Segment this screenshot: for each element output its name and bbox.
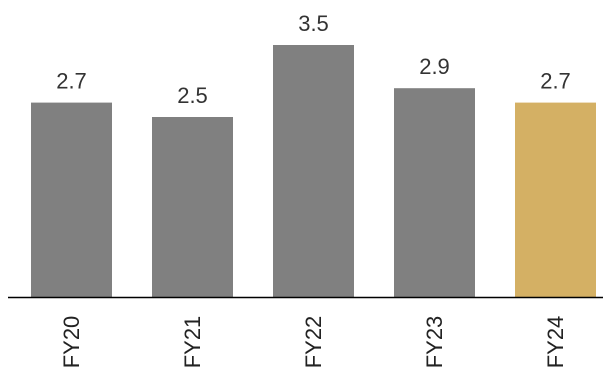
- bar-fy24: [515, 102, 596, 297]
- value-label-fy21: 2.5: [177, 83, 208, 108]
- value-label-fy20: 2.7: [56, 69, 87, 94]
- value-label-fy24: 2.7: [540, 69, 571, 94]
- tick-label-fy22: FY22: [301, 316, 326, 369]
- bar-fy22: [273, 45, 354, 297]
- value-label-fy23: 2.9: [419, 54, 450, 79]
- tick-label-fy21: FY21: [180, 316, 205, 369]
- bar-fy20: [31, 102, 112, 297]
- tick-label-fy23: FY23: [422, 316, 447, 369]
- tick-label-fy24: FY24: [543, 316, 568, 369]
- tick-label-fy20: FY20: [59, 316, 84, 369]
- bar-fy21: [152, 117, 233, 297]
- bar-fy23: [394, 88, 475, 297]
- value-label-fy22: 3.5: [298, 11, 329, 36]
